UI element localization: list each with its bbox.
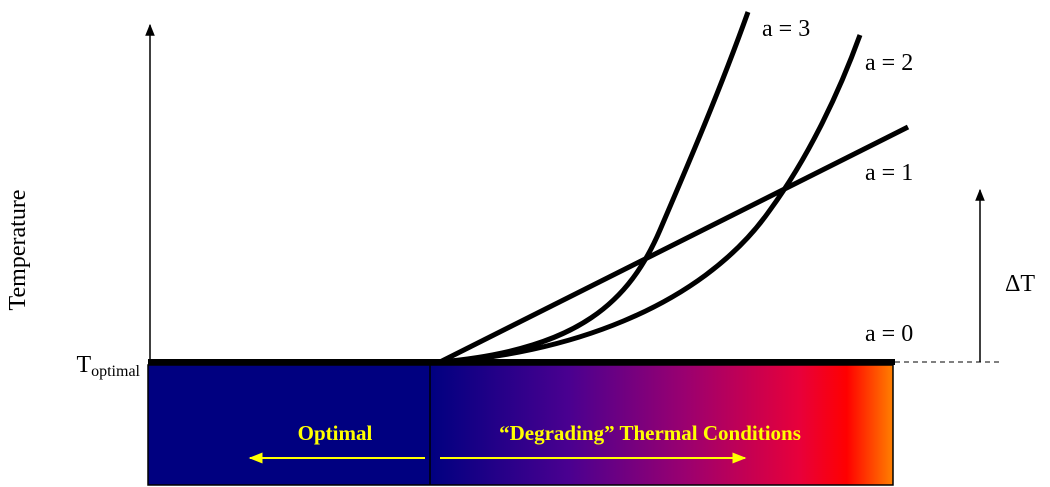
curve-label: a = 3 <box>762 16 810 42</box>
baseline-main: T <box>76 352 91 378</box>
baseline-subscript: optimal <box>91 363 140 380</box>
curve-a2 <box>439 34 863 365</box>
curve-a3 <box>439 11 751 365</box>
axis-label: Temperature <box>5 190 31 311</box>
curve-label: a = 1 <box>865 160 913 186</box>
curve-a1 <box>438 124 910 365</box>
optimal-label: Optimal <box>298 421 373 445</box>
curve-label: a = 2 <box>865 50 913 76</box>
baseline-label: Toptimal <box>76 352 140 380</box>
curve-label: a = 0 <box>865 321 913 347</box>
degrading-label: “Degrading” Thermal Conditions <box>499 421 801 445</box>
optimal-region <box>148 365 430 485</box>
degrading-region <box>430 365 893 485</box>
delta-label: ΔT <box>1005 271 1035 297</box>
